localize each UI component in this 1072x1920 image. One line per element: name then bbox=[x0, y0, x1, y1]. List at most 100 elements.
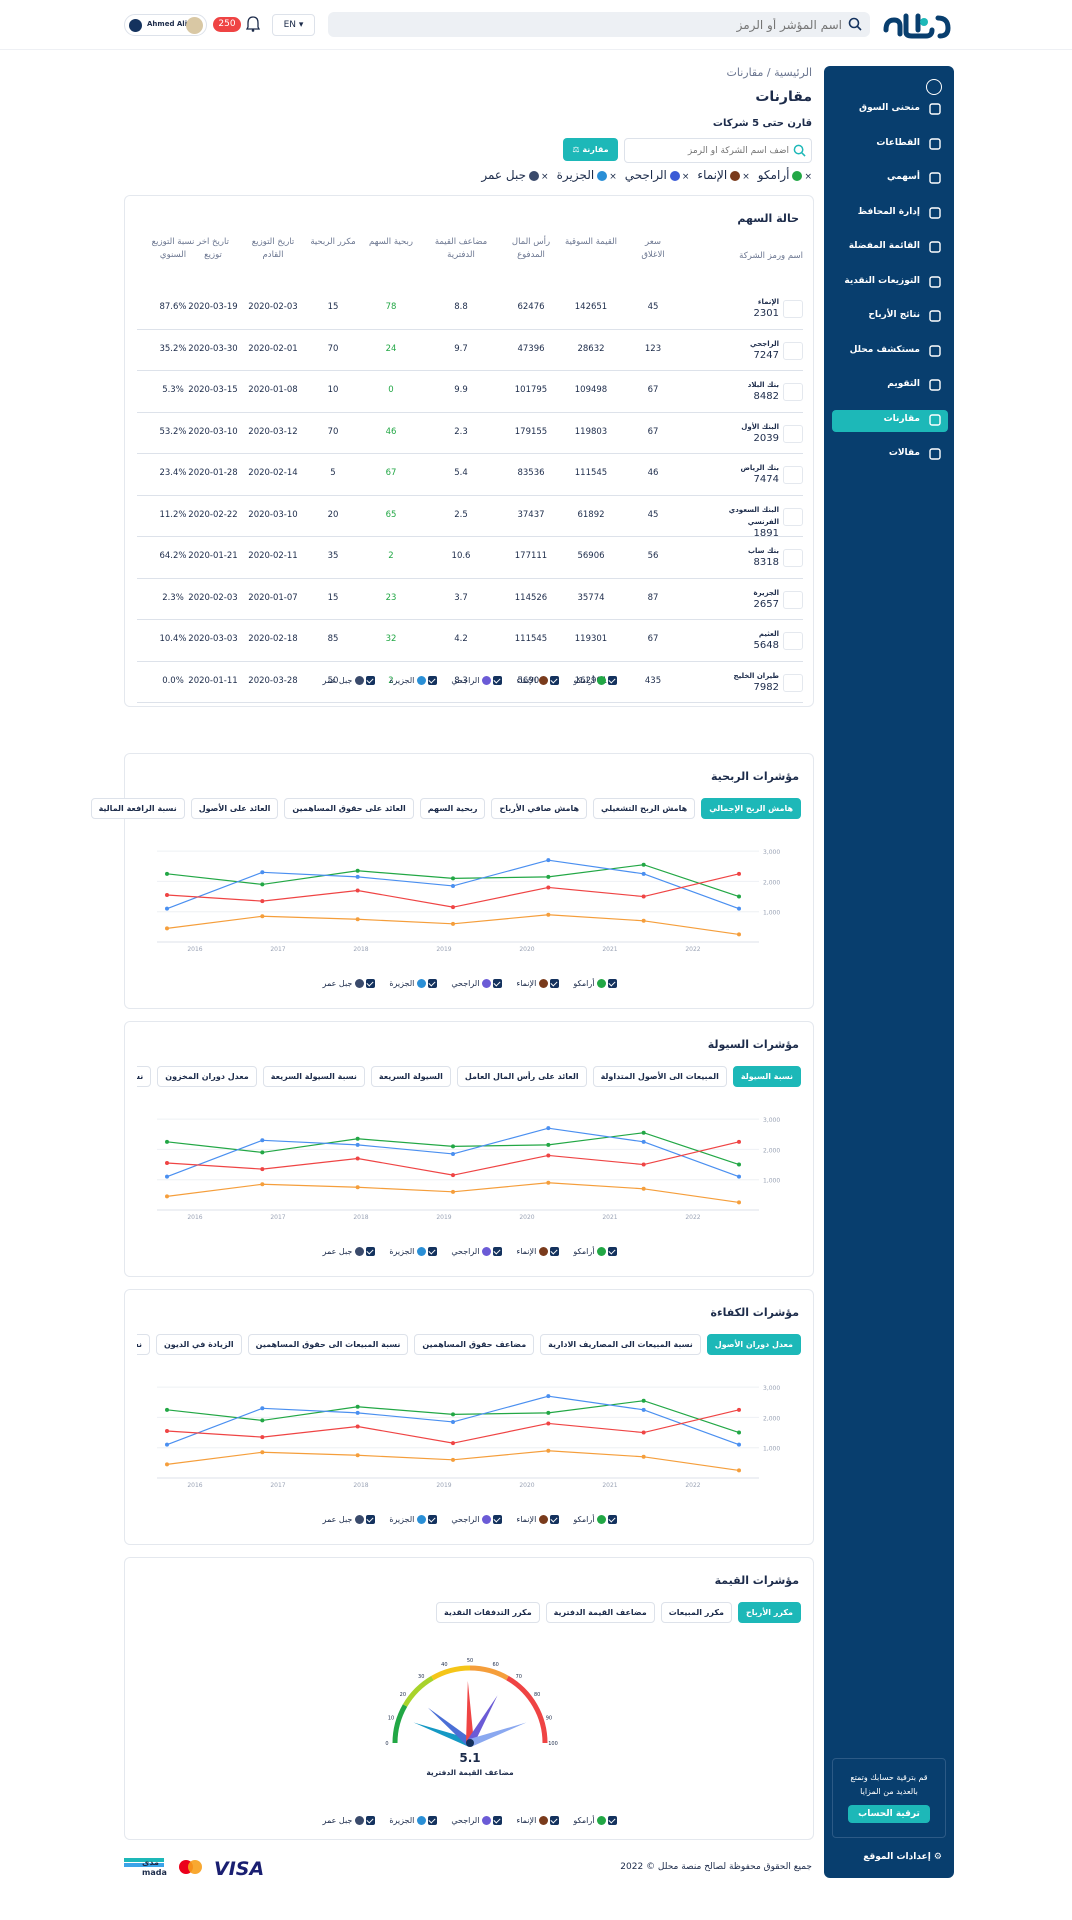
remove-icon[interactable]: × bbox=[681, 172, 690, 182]
table-row[interactable]: طيران الخليج 7982 435 162901 56906 8.3 2 50 2020… bbox=[137, 662, 803, 703]
legend-item[interactable]: الجزيرة bbox=[389, 979, 438, 988]
checkbox-icon[interactable] bbox=[608, 979, 618, 988]
tab[interactable]: معدل دوران الأصول bbox=[706, 1334, 801, 1355]
tab[interactable]: نسبة السيولة bbox=[732, 1066, 801, 1087]
tab[interactable]: نسبة معدل دوران المخزون bbox=[137, 1066, 152, 1087]
user-menu[interactable]: Ahmed Ali bbox=[124, 14, 207, 36]
legend-item[interactable]: الجزيرة bbox=[389, 676, 438, 685]
tab[interactable]: العائد على الأصول bbox=[190, 798, 279, 819]
tab[interactable]: المبيعات الى الأصول المتداولة bbox=[592, 1066, 727, 1087]
checkbox-icon[interactable] bbox=[366, 1816, 376, 1825]
sidebar-item[interactable]: القائمة المفضلة bbox=[834, 237, 942, 259]
sidebar-item[interactable]: التقويم bbox=[834, 375, 942, 397]
table-row[interactable]: الإنماء 2301 45 142651 62476 8.8 78 15 2020-02-0… bbox=[137, 288, 803, 330]
company-chip[interactable]: × أرامكو bbox=[758, 168, 812, 182]
tab[interactable]: مضاعف القيمة الدفترية bbox=[545, 1602, 655, 1623]
checkbox-icon[interactable] bbox=[366, 1247, 376, 1256]
compare-button[interactable]: ⚖ مقارنة bbox=[563, 138, 618, 161]
legend-item[interactable]: الراجحي bbox=[451, 1515, 503, 1524]
collapse-sidebar-icon[interactable] bbox=[926, 79, 942, 95]
legend-item[interactable]: الإنماء bbox=[516, 1515, 560, 1524]
legend-item[interactable]: أرامكو bbox=[573, 1515, 618, 1524]
search-icon[interactable] bbox=[848, 17, 862, 31]
company-search-input[interactable] bbox=[629, 139, 789, 162]
tab[interactable]: السيولة السريعة bbox=[370, 1066, 451, 1087]
tab[interactable]: ربحية السهم bbox=[419, 798, 486, 819]
legend-item[interactable]: جبل عمر bbox=[323, 676, 376, 685]
checkbox-icon[interactable] bbox=[608, 1515, 618, 1524]
legend-item[interactable]: الراجحي bbox=[451, 1816, 503, 1825]
legend-item[interactable]: جبل عمر bbox=[323, 979, 376, 988]
table-row[interactable]: بنك الرياض 7474 46 111545 83536 5.4 67 5 2020-02… bbox=[137, 454, 803, 496]
checkbox-icon[interactable] bbox=[428, 1515, 438, 1524]
bell-icon[interactable] bbox=[246, 16, 260, 32]
tab[interactable]: مكرر المبيعات bbox=[660, 1602, 732, 1623]
sidebar-item[interactable]: القطاعات bbox=[834, 134, 942, 156]
company-chip[interactable]: × الراجحي bbox=[625, 168, 690, 182]
tab[interactable]: هامش صافي الأرباح bbox=[491, 798, 588, 819]
legend-item[interactable]: أرامكو bbox=[573, 979, 618, 988]
legend-item[interactable]: جبل عمر bbox=[323, 1247, 376, 1256]
tab[interactable]: مكرر التدفقات النقدية bbox=[435, 1602, 540, 1623]
search-bar[interactable] bbox=[328, 12, 870, 37]
tab[interactable]: نسبة المبيعات الى المصاريف الادارية bbox=[540, 1334, 701, 1355]
checkbox-icon[interactable] bbox=[493, 1515, 503, 1524]
legend-item[interactable]: أرامكو bbox=[573, 676, 618, 685]
table-row[interactable]: بنك ساب 8318 56 56906 177111 10.6 2 35 2020-02-1… bbox=[137, 537, 803, 579]
tab[interactable]: مكرر الأرباح bbox=[737, 1602, 801, 1623]
checkbox-icon[interactable] bbox=[428, 676, 438, 685]
tab[interactable]: هامش الربح الإجمالي bbox=[701, 798, 801, 819]
checkbox-icon[interactable] bbox=[493, 676, 503, 685]
checkbox-icon[interactable] bbox=[608, 676, 618, 685]
table-row[interactable]: البنك الأول 2039 67 119803 179155 2.3 46 70 2020… bbox=[137, 413, 803, 454]
company-chip[interactable]: × جبل عمر bbox=[481, 168, 548, 182]
legend-item[interactable]: الإنماء bbox=[516, 979, 560, 988]
sidebar-item[interactable]: نتائج الأرباح bbox=[834, 306, 942, 328]
tab[interactable]: العائد على حقوق المساهمين bbox=[284, 798, 414, 819]
language-switch[interactable]: EN ▾ bbox=[272, 14, 315, 36]
legend-item[interactable]: جبل عمر bbox=[323, 1515, 376, 1524]
checkbox-icon[interactable] bbox=[428, 979, 438, 988]
tab[interactable]: العائد على رأس المال العامل bbox=[456, 1066, 587, 1087]
checkbox-icon[interactable] bbox=[493, 1247, 503, 1256]
breadcrumb-home[interactable]: الرئيسية bbox=[774, 66, 812, 79]
company-search[interactable] bbox=[624, 138, 812, 163]
search-input[interactable] bbox=[362, 12, 842, 37]
checkbox-icon[interactable] bbox=[608, 1816, 618, 1825]
checkbox-icon[interactable] bbox=[366, 676, 376, 685]
logo[interactable] bbox=[882, 10, 952, 40]
checkbox-icon[interactable] bbox=[550, 979, 560, 988]
legend-item[interactable]: الراجحي bbox=[451, 1247, 503, 1256]
legend-item[interactable]: الجزيرة bbox=[389, 1515, 438, 1524]
table-row[interactable]: الراجحي 7247 123 28632 47396 9.7 24 70 2020-02-0… bbox=[137, 330, 803, 371]
tab[interactable]: نسبة الديون الى حقوق المساهمين bbox=[137, 1334, 150, 1355]
legend-item[interactable]: أرامكو bbox=[573, 1816, 618, 1825]
legend-item[interactable]: الإنماء bbox=[516, 1247, 560, 1256]
sidebar-item[interactable]: مقارنات bbox=[832, 409, 948, 432]
checkbox-icon[interactable] bbox=[550, 1247, 560, 1256]
legend-item[interactable]: الراجحي bbox=[451, 979, 503, 988]
checkbox-icon[interactable] bbox=[428, 1816, 438, 1825]
tab[interactable]: الزيادة في الديون bbox=[155, 1334, 242, 1355]
company-chip[interactable]: × الجزيرة bbox=[557, 168, 617, 182]
sidebar-item[interactable]: إدارة المحافظ bbox=[834, 203, 942, 225]
remove-icon[interactable]: × bbox=[541, 172, 549, 182]
tab[interactable]: هامش الربح التشغيلي bbox=[593, 798, 696, 819]
tab[interactable]: نسبة السيولة السريعة bbox=[262, 1066, 365, 1087]
tab[interactable]: معدل دوران المخزون bbox=[157, 1066, 257, 1087]
upgrade-button[interactable]: ترقية الحساب bbox=[848, 1805, 930, 1823]
tab[interactable]: نسبة الرافعة المالية bbox=[90, 798, 185, 819]
tab[interactable]: مضاعف حقوق المساهمين bbox=[414, 1334, 535, 1355]
checkbox-icon[interactable] bbox=[550, 1515, 560, 1524]
checkbox-icon[interactable] bbox=[550, 676, 560, 685]
table-row[interactable]: الجزيرة 2657 87 35774 114526 3.7 23 15 2020-01-0… bbox=[137, 579, 803, 620]
settings-link[interactable]: ⚙ إعدادات الموقع bbox=[863, 1852, 942, 1862]
legend-item[interactable]: الإنماء bbox=[516, 1816, 560, 1825]
table-row[interactable]: البنك السعودي الفرنسي 1891 45 61892 37437 2.5… bbox=[137, 496, 803, 539]
table-row[interactable]: بنك البلاد 8482 67 109498 101795 9.9 0 10 2020-0… bbox=[137, 371, 803, 413]
sidebar-item[interactable]: التوزيعات النقدية bbox=[834, 272, 942, 294]
checkbox-icon[interactable] bbox=[608, 1247, 618, 1256]
legend-item[interactable]: الجزيرة bbox=[389, 1247, 438, 1256]
checkbox-icon[interactable] bbox=[493, 1816, 503, 1825]
sidebar-item[interactable]: أسهمي bbox=[834, 168, 942, 190]
